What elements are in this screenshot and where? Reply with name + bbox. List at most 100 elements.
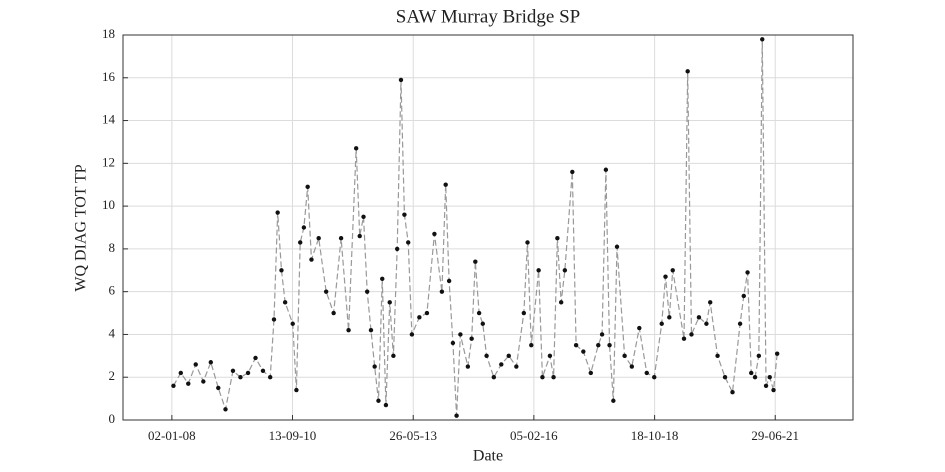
y-tick-label: 14	[102, 112, 116, 127]
data-point	[596, 342, 601, 348]
data-point	[558, 300, 564, 305]
chart-title: SAW Murray Bridge SP	[396, 6, 580, 27]
data-point	[268, 375, 273, 380]
data-point	[760, 37, 765, 42]
data-point	[323, 289, 329, 294]
data-point	[353, 146, 359, 151]
data-point	[223, 407, 228, 412]
x-tick-label: 26-05-13	[389, 428, 437, 443]
data-point	[622, 353, 627, 359]
data-point	[387, 300, 392, 305]
data-point	[383, 402, 389, 408]
data-point	[752, 375, 758, 380]
data-point	[484, 353, 489, 359]
data-point	[637, 325, 642, 331]
data-point	[417, 315, 422, 320]
data-point	[208, 360, 214, 365]
data-point	[525, 240, 530, 245]
data-point	[245, 370, 251, 376]
data-point	[301, 225, 307, 230]
data-point	[230, 368, 236, 374]
data-point	[238, 375, 243, 380]
data-point	[432, 231, 437, 237]
data-point	[178, 370, 184, 376]
data-point	[749, 370, 754, 376]
data-point	[521, 310, 527, 316]
y-tick-label: 6	[109, 283, 116, 298]
series-line	[172, 39, 778, 416]
data-point	[529, 342, 534, 348]
x-tick-label: 05-02-16	[510, 428, 558, 443]
data-point	[599, 332, 605, 337]
data-point	[402, 212, 407, 217]
data-point	[629, 364, 635, 369]
data-point	[614, 244, 620, 249]
data-point	[380, 276, 385, 282]
data-point	[551, 375, 556, 380]
data-point	[316, 235, 321, 241]
plot-frame	[122, 34, 854, 421]
data-point	[171, 383, 176, 388]
data-point	[294, 387, 299, 393]
data-point	[469, 336, 474, 341]
data-point	[305, 184, 310, 190]
data-point	[499, 362, 504, 367]
data-point	[357, 233, 362, 239]
data-point	[573, 342, 579, 348]
data-point	[331, 310, 336, 316]
data-point	[663, 274, 668, 279]
data-point	[763, 383, 769, 388]
data-point	[771, 387, 776, 393]
data-point	[193, 362, 198, 367]
x-axis-label: Date	[473, 448, 503, 465]
data-point	[376, 398, 381, 403]
data-point	[756, 353, 762, 359]
y-tick-label: 2	[109, 368, 116, 383]
data-point	[201, 379, 206, 384]
x-tick-label: 13-09-10	[269, 428, 317, 443]
y-tick-label: 16	[102, 69, 116, 84]
data-point	[279, 268, 284, 273]
data-point	[681, 336, 687, 341]
data-point	[361, 214, 366, 220]
data-point	[446, 278, 452, 284]
data-point	[473, 259, 478, 264]
data-point	[670, 268, 675, 273]
data-point	[685, 69, 690, 74]
x-tick-label: 18-10-18	[631, 428, 679, 443]
data-point	[406, 240, 411, 245]
data-point	[480, 321, 485, 326]
data-point	[570, 169, 575, 175]
data-point	[458, 332, 463, 337]
data-point	[282, 300, 288, 305]
data-point	[555, 235, 560, 241]
data-point	[260, 368, 266, 374]
data-point	[667, 315, 672, 320]
data-point	[745, 270, 750, 275]
data-point	[186, 381, 191, 386]
data-point	[588, 370, 594, 376]
data-point	[611, 398, 616, 403]
data-point	[271, 317, 277, 322]
data-point	[309, 257, 314, 262]
data-point	[607, 342, 612, 348]
data-point	[391, 353, 396, 359]
data-point	[741, 293, 746, 299]
data-point	[514, 364, 519, 369]
data-point	[346, 327, 351, 333]
data-point	[774, 351, 780, 356]
data-point	[581, 349, 586, 354]
y-tick-label: 8	[109, 240, 116, 255]
data-point	[253, 355, 258, 361]
data-point	[372, 364, 377, 369]
data-point	[715, 353, 720, 359]
data-point	[216, 385, 221, 391]
data-point	[540, 375, 545, 380]
data-point	[364, 289, 370, 294]
y-tick-label: 4	[109, 325, 116, 340]
data-point	[450, 340, 456, 346]
data-point	[275, 210, 280, 215]
data-point	[338, 235, 344, 241]
